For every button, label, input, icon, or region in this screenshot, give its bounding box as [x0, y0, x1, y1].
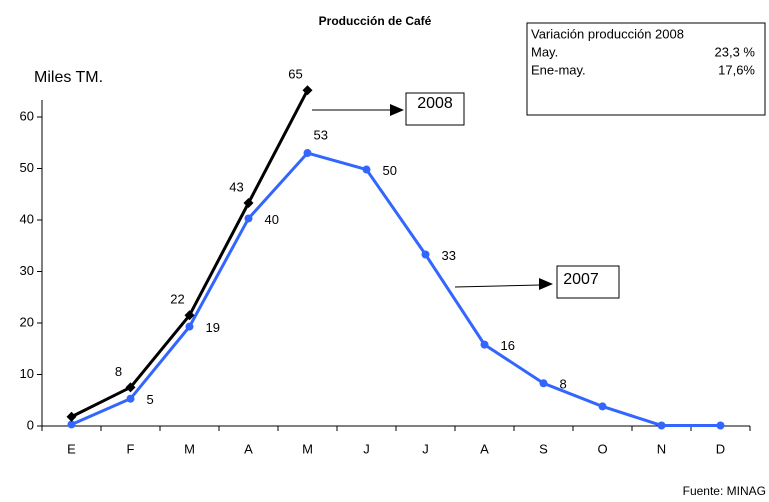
data-label: 50: [383, 163, 397, 178]
arrow-head: [390, 104, 404, 116]
point: [716, 421, 725, 430]
line: [70, 151, 721, 427]
y-tick-label: 50: [20, 160, 34, 175]
x-tick-label: D: [716, 441, 725, 456]
data-label: 33: [442, 248, 456, 263]
annotation-box: [405, 92, 465, 126]
y-tick-label: 20: [20, 314, 34, 329]
y-tick-label: 0: [27, 417, 34, 432]
data-label: 8: [115, 364, 122, 379]
data-label: 16: [501, 338, 515, 353]
point: [126, 394, 135, 403]
point: [302, 85, 313, 96]
y-tick-label: 60: [20, 108, 34, 123]
x-tick-label: J: [363, 441, 370, 456]
y-axis-label: Miles TM.: [34, 69, 103, 86]
point: [243, 198, 254, 209]
data-label: 8: [560, 377, 567, 392]
point: [539, 379, 548, 388]
x-tick-label: E: [67, 441, 76, 456]
arrow: [454, 284, 541, 288]
x-tick-label: O: [597, 441, 607, 456]
x-tick-label: M: [302, 441, 313, 456]
y-tick-label: 40: [20, 211, 34, 226]
point: [303, 149, 312, 158]
x-tick-label: A: [244, 441, 253, 456]
data-label: 65: [288, 67, 302, 82]
x-tick-label: M: [184, 441, 195, 456]
y-tick-label: 10: [20, 366, 34, 381]
arrow-head: [539, 278, 553, 290]
x-tick-label: J: [422, 441, 429, 456]
info-box-title: Variación producción 2008: [531, 26, 684, 41]
point: [67, 420, 76, 429]
data-label: 43: [229, 179, 243, 194]
point: [184, 310, 195, 321]
chart-title: Producción de Café: [319, 14, 432, 28]
point: [244, 214, 253, 223]
annotation-box: [556, 265, 620, 299]
x-tick-label: F: [127, 441, 135, 456]
point: [421, 250, 430, 259]
data-label: 5: [147, 392, 154, 407]
x-tick-label: S: [539, 441, 548, 456]
line: [70, 89, 309, 419]
point: [125, 382, 136, 393]
x-tick-label: A: [480, 441, 489, 456]
info-row-label: Ene-may.: [531, 62, 586, 77]
source: Fuente: MINAG: [683, 484, 766, 498]
data-label: 22: [170, 292, 184, 307]
point: [362, 165, 371, 174]
info-row-label: May.: [531, 44, 558, 59]
info-box: [526, 22, 766, 116]
data-label: 40: [265, 212, 279, 227]
annotation: 2007: [563, 271, 599, 288]
annotation: 2008: [417, 95, 453, 112]
point: [185, 322, 194, 331]
point: [66, 411, 77, 422]
point: [657, 421, 666, 430]
data-label: 53: [314, 127, 328, 142]
y-tick-label: 30: [20, 263, 34, 278]
info-row-value: 17,6%: [718, 62, 755, 77]
point: [598, 402, 607, 411]
x-tick-label: N: [657, 441, 666, 456]
point: [480, 340, 489, 349]
data-label: 19: [206, 320, 220, 335]
info-row-value: 23,3 %: [715, 44, 756, 59]
